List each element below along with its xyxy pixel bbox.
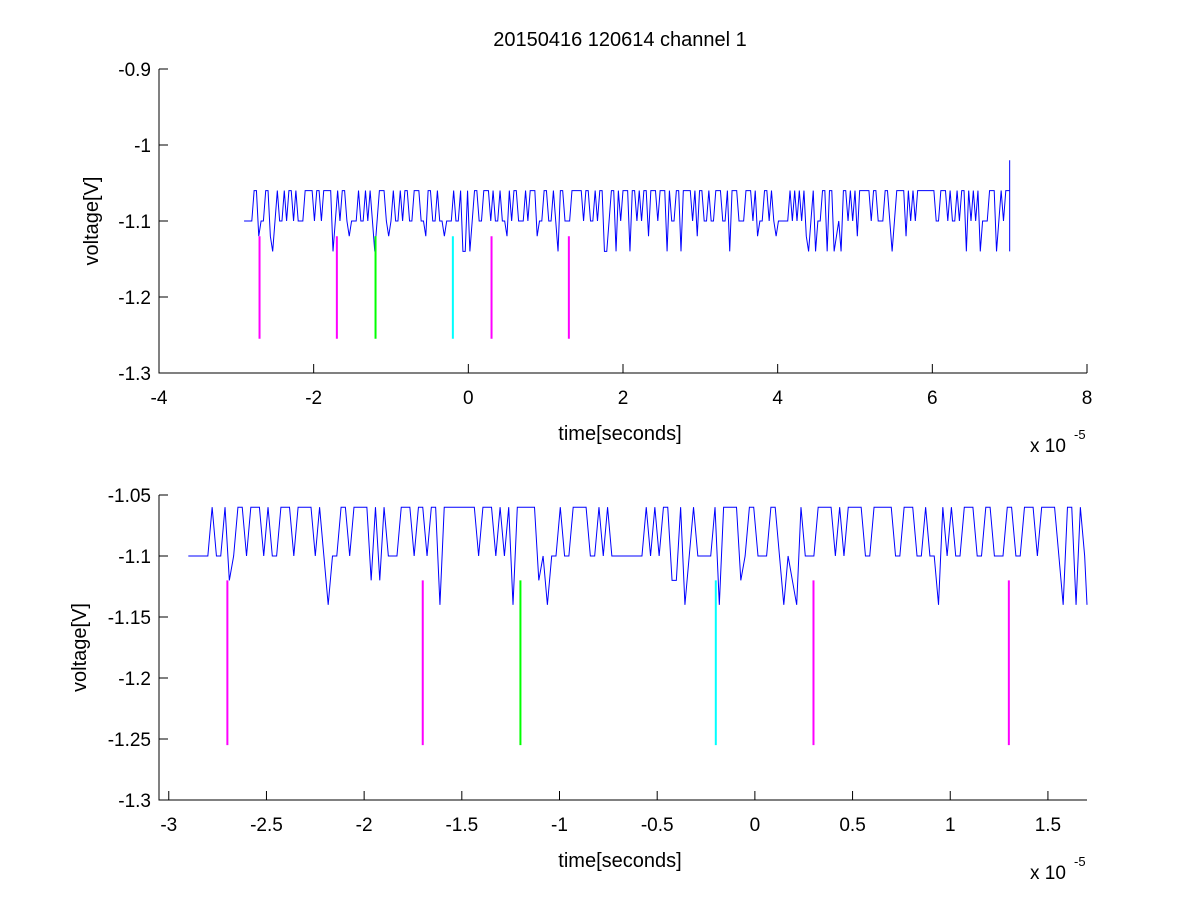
x-tick-label: 6: [927, 388, 938, 409]
y-tick-label: -0.9: [118, 60, 151, 81]
x-axis-multiplier-exponent: -5: [1074, 854, 1086, 869]
y-tick-label: -1.2: [118, 669, 151, 690]
y-tick-label: -1.25: [108, 730, 151, 751]
x-tick-label: 8: [1082, 388, 1093, 409]
chart-title: 20150416 120614 channel 1: [493, 29, 747, 51]
bottom-plot: -3 -2.5 -2 -1.5 -1 -0.5 0 0.5 1 1.5 -1.3 -1.25 -1.2 -…: [69, 486, 1088, 884]
y-tick-label: -1.3: [118, 791, 151, 812]
x-tick-label: 4: [772, 388, 783, 409]
x-tick-label: -2: [305, 388, 322, 409]
x-tick-label: -4: [151, 388, 168, 409]
x-tick-label: -1.5: [445, 815, 478, 836]
x-tick-label: 0: [463, 388, 474, 409]
y-axis-label: voltage[V]: [69, 603, 91, 692]
signal-trace: [244, 160, 1011, 252]
axis-lines: [158, 495, 1087, 801]
x-axis-label: time[seconds]: [558, 423, 681, 445]
signal-trace: [188, 506, 1088, 605]
x-axis-multiplier: x 10: [1030, 863, 1066, 884]
x-tick-label: 0: [750, 815, 761, 836]
x-tick-label: -3: [160, 815, 177, 836]
x-tick-label: -2: [356, 815, 373, 836]
x-tick-label: 2: [618, 388, 629, 409]
x-tick-label: 1: [945, 815, 956, 836]
x-axis-label: time[seconds]: [558, 850, 681, 872]
y-tick-label: -1.3: [118, 364, 151, 385]
x-tick-label: -0.5: [641, 815, 674, 836]
x-tick-label: 0.5: [839, 815, 865, 836]
x-tick-label: 1.5: [1035, 815, 1061, 836]
x-tick-label: -2.5: [250, 815, 283, 836]
x-tick-label: -1: [551, 815, 568, 836]
y-tick-label: -1: [134, 136, 151, 157]
y-tick-label: -1.2: [118, 288, 151, 309]
x-axis-multiplier: x 10: [1030, 436, 1066, 457]
y-tick-label: -1.05: [108, 486, 151, 507]
top-plot: -4 -2 0 2 4 6 8 -1.3 -1.2 -1.1 -1 -0.9 time[seconds]…: [81, 60, 1092, 457]
y-tick-label: -1.1: [118, 547, 151, 568]
x-axis-multiplier-exponent: -5: [1074, 427, 1086, 442]
y-tick-label: -1.1: [118, 212, 151, 233]
y-axis-label: voltage[V]: [81, 177, 103, 266]
y-tick-label: -1.15: [108, 608, 151, 629]
